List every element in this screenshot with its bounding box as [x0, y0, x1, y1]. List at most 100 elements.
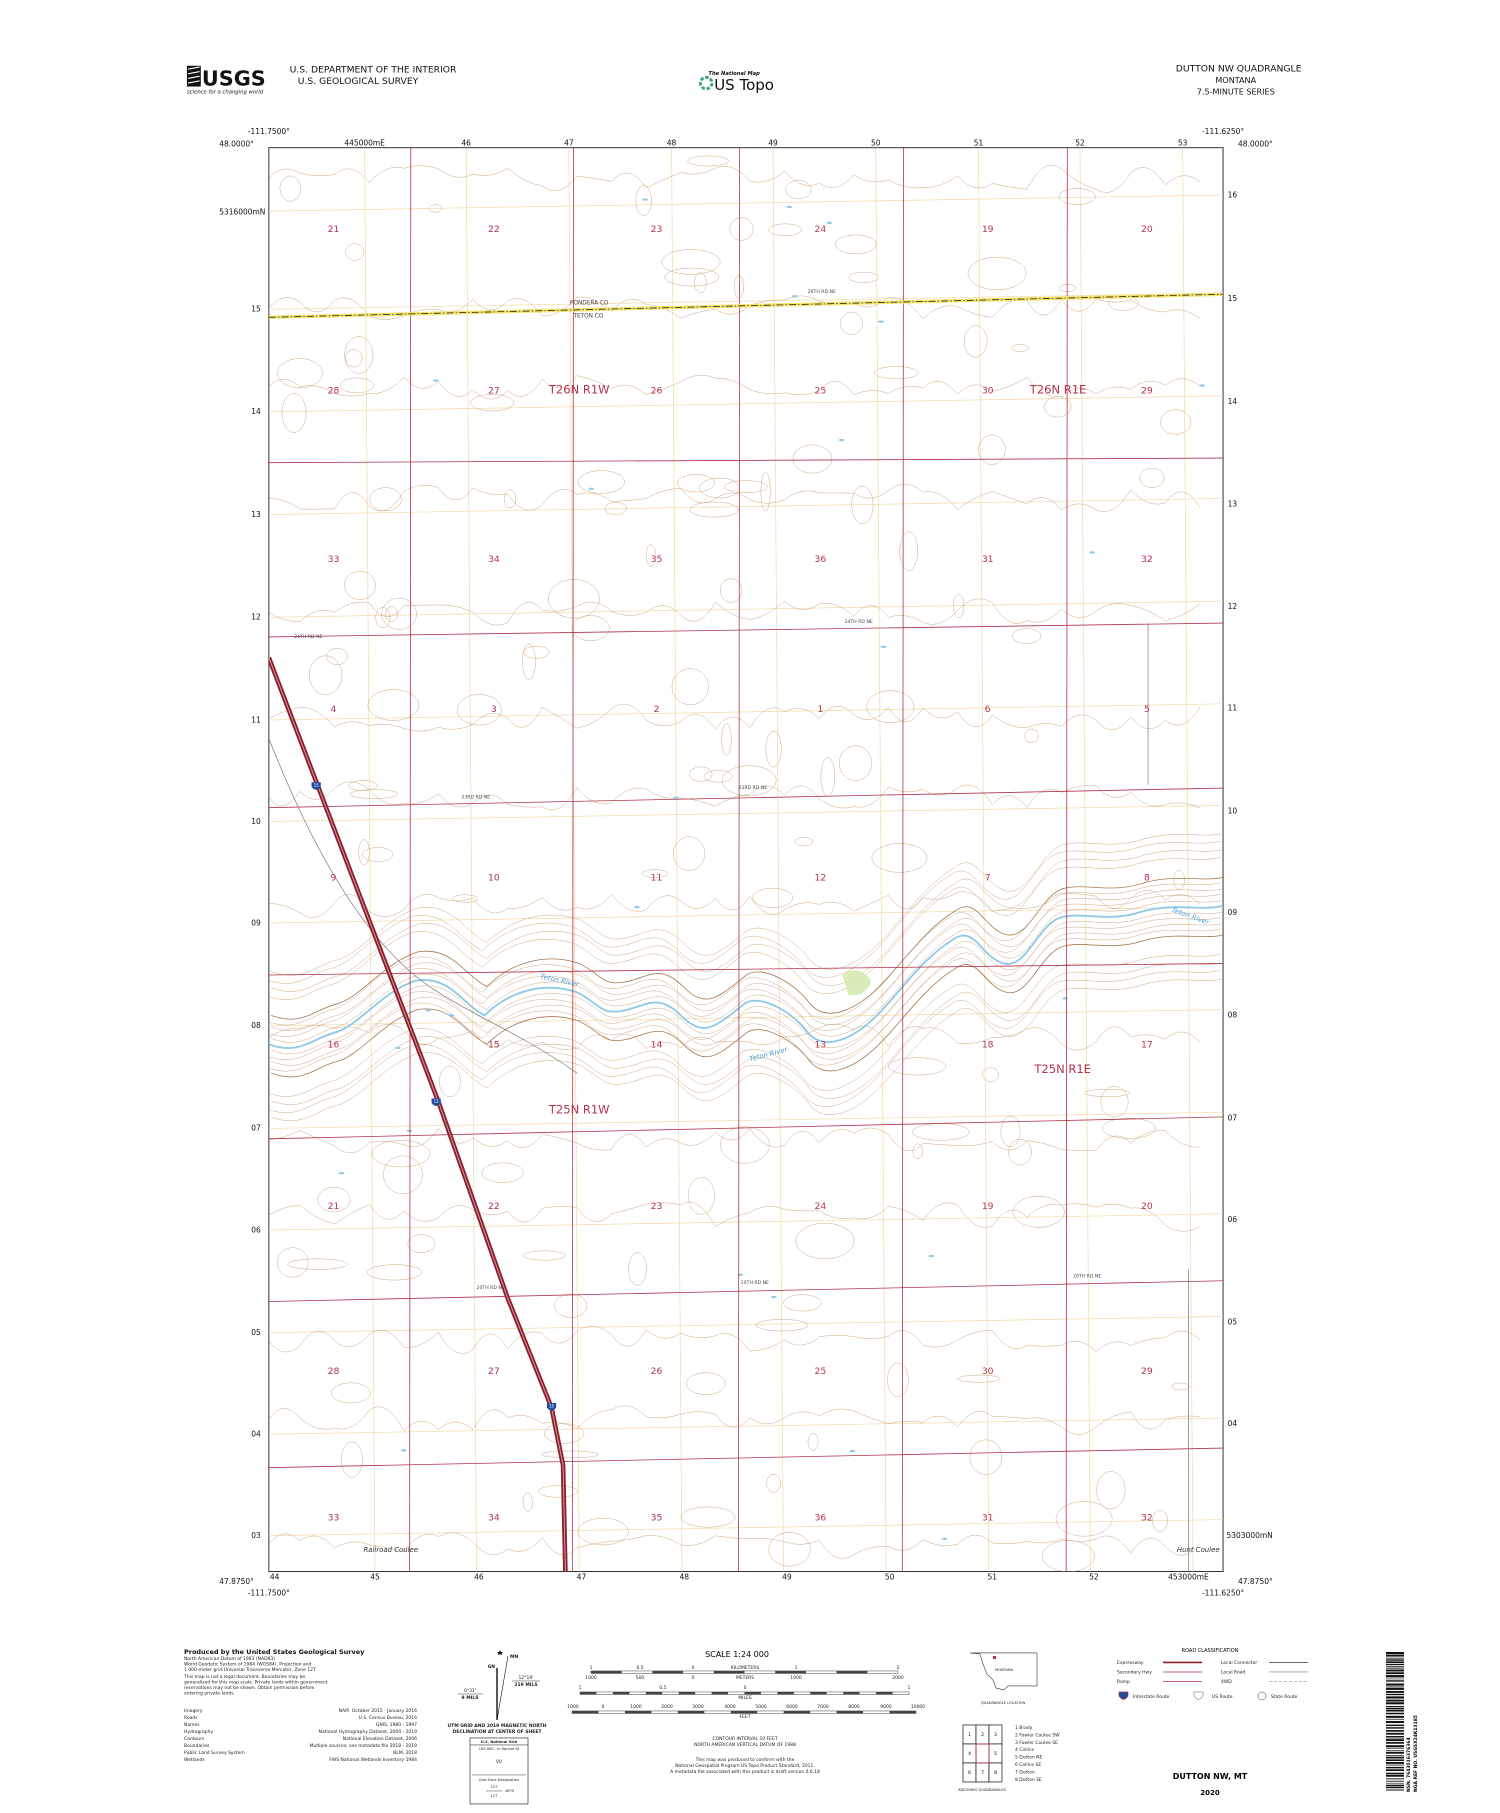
section-number: 33 [328, 1513, 340, 1524]
source-name: Boundaries [184, 1743, 210, 1749]
contour-line [720, 1126, 770, 1164]
road-label: 20TH RD NE [1073, 1273, 1101, 1279]
scale-tick: 0.5 [659, 1685, 666, 1691]
contour-line [1011, 628, 1042, 644]
contour-line [1055, 1501, 1113, 1537]
northing-label: 5303000mN [1227, 1531, 1273, 1540]
northing-tick: 05 [1228, 1318, 1238, 1327]
barcode-bar [1385, 1745, 1404, 1748]
section-number: 25 [815, 1366, 827, 1377]
easting-tick: 48 [679, 1573, 689, 1582]
contour-line [358, 839, 370, 866]
scale-bar-segment [783, 1710, 811, 1714]
township-label: T26N R1E [1029, 382, 1087, 396]
scale-bar-segment [645, 1691, 663, 1695]
northing-tick: 08 [1228, 1011, 1238, 1020]
contour-line [687, 155, 729, 167]
section-number: 26 [651, 1366, 663, 1377]
section-number: 22 [488, 224, 500, 235]
adjoining-name: 1 Brady [1015, 1725, 1033, 1731]
us-topo-logo: US Topo [714, 76, 774, 94]
section-line [901, 147, 904, 1572]
section-number: 19 [982, 224, 994, 235]
road-label: 23RD RD NE [462, 794, 491, 800]
section-number: 1 [817, 704, 823, 715]
us-route-shield-icon [1193, 1691, 1204, 1700]
barcode-bars [1385, 1651, 1404, 1791]
contour-line [268, 1325, 1201, 1354]
scale-bar-segment [612, 1691, 630, 1695]
barcode-bar [1385, 1786, 1404, 1789]
pond [878, 320, 884, 323]
contour-line [963, 325, 988, 358]
northing-tick: 07 [251, 1124, 261, 1133]
utm-grid-line [568, 147, 580, 1572]
scale-tick: 0 [692, 1675, 695, 1681]
road-label: 24TH RD NE [845, 619, 873, 625]
section-number: 24 [815, 1201, 827, 1212]
section-number: 33 [328, 554, 340, 565]
contour-line [768, 1532, 811, 1567]
interstate-shield-icon [1118, 1691, 1129, 1700]
contour-line [721, 723, 732, 756]
barcode-bar [1385, 1709, 1404, 1712]
scale-bar-segment [744, 1691, 761, 1695]
adjoining-name: 8 Dutton SE [1015, 1777, 1042, 1783]
contour-line [912, 1143, 924, 1159]
corner-lon: -111.6250° [1202, 127, 1244, 136]
scale-tick: 10000 [911, 1704, 925, 1710]
easting-label: 445000mE [344, 138, 385, 147]
road-label: 24TH RD NE [294, 634, 322, 640]
shield-label: US Route [1212, 1694, 1233, 1700]
scale-unit: MILES [738, 1695, 752, 1701]
source-value: Multiple sources; see metadata file 2018… [310, 1743, 418, 1749]
pond [849, 1449, 856, 1453]
barcode-bar [1385, 1724, 1404, 1727]
contour-line [271, 876, 1224, 1020]
contour-line [635, 185, 652, 217]
section-line [268, 787, 1224, 809]
teton-river [268, 904, 1224, 1049]
utm-grid-line [268, 395, 1224, 413]
northing-tick: 11 [1228, 704, 1238, 713]
header: USGS science for a changing world U.S. D… [186, 64, 1302, 97]
corner-lat: 48.0000° [219, 140, 254, 149]
pond [634, 906, 640, 909]
section-line [409, 147, 412, 1572]
pond [400, 1449, 407, 1452]
scale-tick: 5000 [755, 1704, 767, 1710]
contour-interval: CONTOUR INTERVAL 10 FEET [712, 1736, 777, 1742]
utm-grid-line [268, 1519, 1224, 1537]
contour-line [540, 1450, 599, 1459]
legal-text: generalized for this map scale. Private … [184, 1679, 328, 1685]
barcode-bar [1385, 1727, 1404, 1729]
township-label: T25N R1E [1033, 1062, 1091, 1076]
contour-line [371, 1140, 431, 1168]
adjoining-caption: ADJOINING QUADRANGLES [958, 1788, 1007, 1792]
easting-tick: 47 [564, 138, 574, 147]
road-class-label: Expressway [1117, 1660, 1144, 1666]
contour-line [481, 1162, 524, 1183]
usng-box: U.S. National Grid 100,000 - m Square ID… [469, 1737, 529, 1805]
road-class-label: Ramp [1117, 1679, 1130, 1685]
northing-tick: 13 [1228, 500, 1238, 509]
section-number: 13 [815, 1040, 827, 1051]
contour-line [268, 374, 1201, 400]
barcode: NSN. 7643016376364 NGA REF NO. USGSX24K1… [1385, 1651, 1419, 1792]
shield-number: 15 [314, 783, 320, 788]
corner-lon: -111.7500° [248, 1589, 290, 1598]
contour-line [1102, 1117, 1156, 1139]
section-line [268, 963, 1224, 976]
scale-tick: 0 [692, 1665, 695, 1671]
barcode-bar [1385, 1679, 1404, 1681]
northing-tick: 03 [251, 1531, 261, 1540]
section-number: 31 [982, 554, 994, 565]
barcode-bar [1385, 1732, 1404, 1735]
barcode-bar [1385, 1686, 1404, 1688]
location-caption: QUADRANGLE LOCATION [981, 1701, 1026, 1705]
contour-line [522, 643, 536, 680]
scale-bar-segment [678, 1691, 696, 1695]
barcode-bar [1385, 1672, 1404, 1675]
